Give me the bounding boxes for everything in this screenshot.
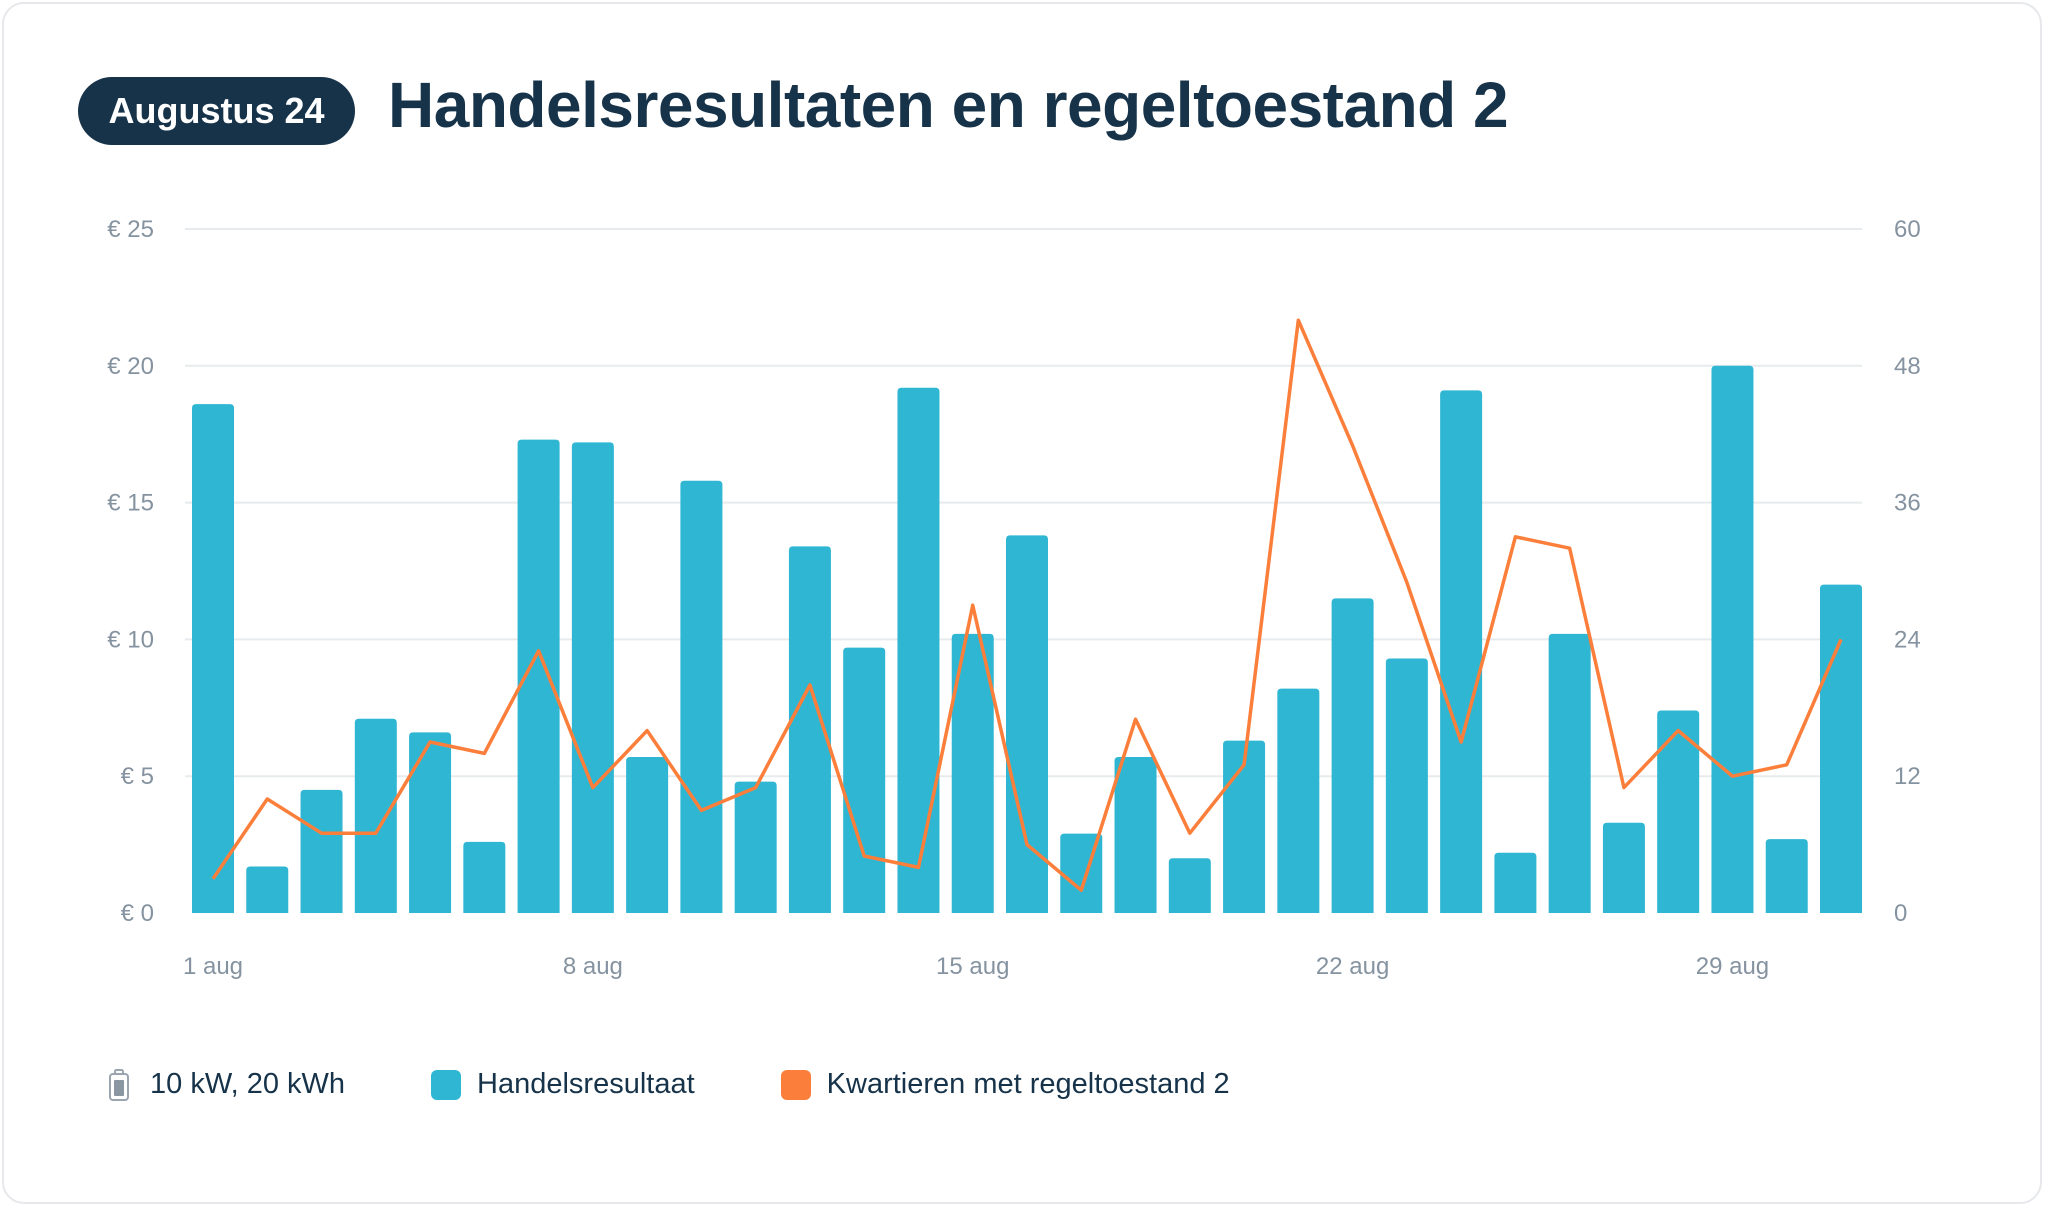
bar [626,757,669,913]
bar [517,439,560,913]
bar [1765,839,1808,913]
bar [1223,740,1266,913]
bar [192,404,234,913]
bar [1331,598,1374,913]
y-left-tick-label: € 5 [121,763,154,790]
bar [734,781,777,913]
bar [897,387,940,913]
bar [354,718,397,913]
bar [951,633,994,913]
legend-item-handelsresultaat[interactable]: Handelsresultaat [431,1068,695,1101]
bar [843,647,886,913]
legend-swatch-line [780,1069,811,1100]
bar [1548,633,1591,913]
page-title: Handelsresultaten en regeltoestand 2 [388,69,1509,141]
y-right-tick-label: 36 [1894,490,1921,517]
x-tick-label: 22 aug [1316,953,1389,980]
y-right-tick-label: 0 [1894,900,1907,927]
legend-label: Kwartieren met regeltoestand 2 [826,1068,1230,1100]
bar [1602,822,1645,913]
bar [1006,535,1048,913]
legend-battery: 10 kW, 20 kWh [108,1068,345,1101]
legend-item-regeltoestand[interactable]: Kwartieren met regeltoestand 2 [780,1068,1230,1101]
bar [1494,852,1537,913]
x-tick-label: 29 aug [1696,953,1769,980]
y-right-tick-label: 60 [1894,216,1921,243]
battery-spec: 10 kW, 20 kWh [150,1068,346,1100]
y-right-tick-label: 12 [1894,763,1921,790]
bar [680,480,723,913]
x-tick-label: 1 aug [183,953,243,980]
bar [409,732,452,913]
bar [1385,658,1428,913]
y-left-tick-label: € 0 [121,900,154,927]
y-right-tick-label: 48 [1894,353,1921,380]
bar [1657,710,1700,913]
battery-icon [109,1068,129,1101]
y-right-tick-label: 24 [1894,626,1921,653]
bar [463,841,506,913]
y-left-tick-label: € 20 [107,353,154,380]
x-tick-label: 15 aug [936,953,1009,980]
bar [1440,390,1483,913]
legend-swatch-bar [431,1069,462,1100]
bar [1168,858,1211,913]
bar [246,866,289,913]
bar [1820,584,1862,913]
y-left-tick-label: € 10 [107,626,154,653]
bar [1277,688,1320,913]
bar [300,789,343,913]
y-left-tick-label: € 25 [107,216,154,243]
x-tick-label: 8 aug [563,953,623,980]
bar [1711,365,1754,913]
period-badge: Augustus 24 [78,77,355,145]
bar [571,442,614,913]
bar [1114,757,1157,913]
legend-label: Handelsresultaat [477,1068,695,1100]
legend: 10 kW, 20 kWh Handelsresultaat Kwartiere… [108,1068,1316,1101]
bar [788,546,831,913]
y-left-tick-label: € 15 [107,490,154,517]
